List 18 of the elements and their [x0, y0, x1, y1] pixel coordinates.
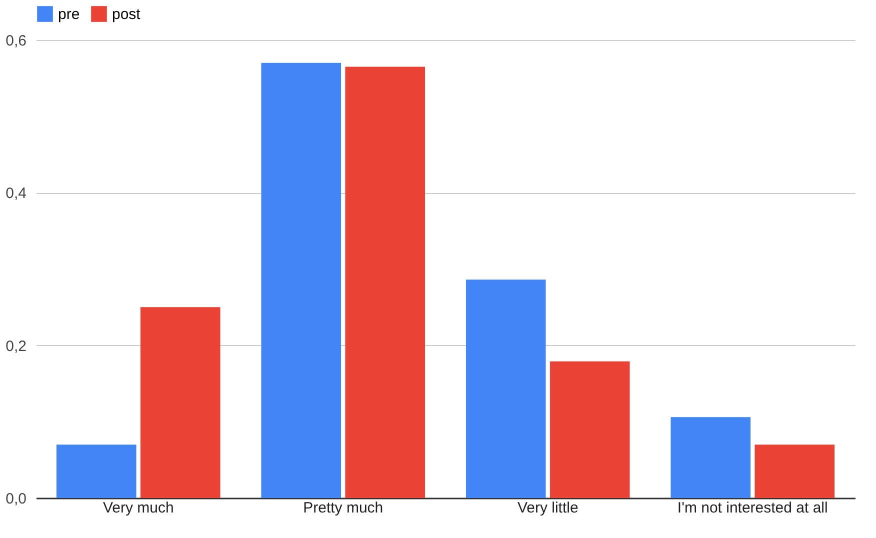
bar — [754, 444, 835, 498]
bar — [670, 417, 751, 498]
bar — [345, 66, 426, 498]
y-tick-label: 0,4 — [6, 185, 26, 202]
legend-label: pre — [58, 6, 80, 23]
bar — [56, 444, 136, 498]
y-tick-label: 0,6 — [6, 32, 26, 50]
x-tick-label: I'm not interested at all — [677, 500, 828, 516]
y-tick-label: 0,2 — [6, 338, 26, 355]
x-tick-label: Pretty much — [303, 500, 384, 516]
legend-label: post — [112, 6, 142, 23]
y-tick-label: 0,0 — [6, 490, 26, 508]
bar — [140, 307, 220, 498]
x-tick-label: Very much — [102, 500, 174, 516]
bar — [466, 280, 546, 498]
x-tick-label: Very little — [517, 500, 578, 516]
bar — [550, 361, 630, 498]
bar — [261, 62, 342, 498]
